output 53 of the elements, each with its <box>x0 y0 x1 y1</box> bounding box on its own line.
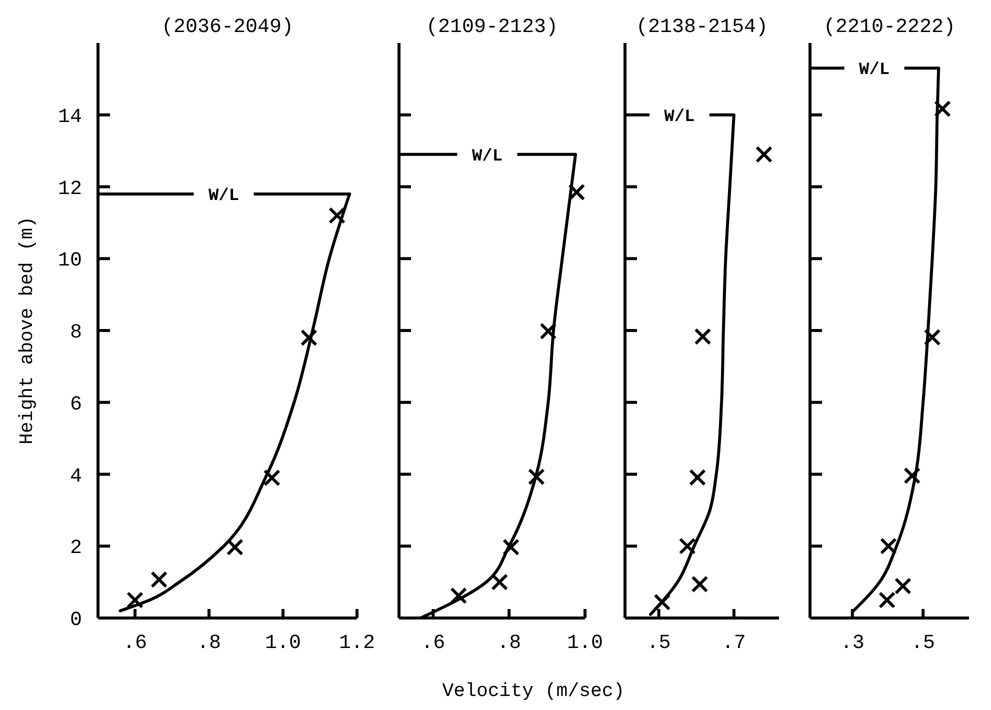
y-axis-title: Height above bed (m) <box>16 216 38 445</box>
y-tick-label: 12 <box>58 178 82 201</box>
point <box>263 469 280 486</box>
x-axis-title: Velocity (m/sec) <box>442 680 625 702</box>
point <box>150 571 168 588</box>
point <box>568 184 586 201</box>
point <box>934 100 951 118</box>
chart-title: (2109-2123) <box>426 16 558 39</box>
point <box>694 328 712 346</box>
point <box>878 592 896 609</box>
y-tick-label: 8 <box>70 322 82 344</box>
x-tick-label: .8 <box>196 632 222 655</box>
point <box>491 574 508 591</box>
point <box>880 538 897 555</box>
ref-line-label: W/L <box>859 61 890 80</box>
x-tick-label: .6 <box>122 632 148 655</box>
point <box>502 538 520 556</box>
x-tick-label: .5 <box>911 632 936 655</box>
x-tick-label: 1.2 <box>338 632 376 655</box>
x-tick-label: .6 <box>421 632 446 655</box>
y-tick-label: 14 <box>58 106 82 129</box>
x-tick-label: 1.0 <box>566 632 604 655</box>
point <box>894 578 912 595</box>
point <box>688 468 706 486</box>
point <box>540 322 557 340</box>
y-tick-label: 2 <box>70 537 82 560</box>
y-tick-label: 6 <box>70 393 82 416</box>
x-tick-label: 1.0 <box>264 632 302 655</box>
point <box>226 538 244 556</box>
chart-title: (2210-2222) <box>823 16 956 39</box>
y-tick-label: 0 <box>70 609 82 632</box>
point <box>904 467 921 484</box>
x-tick-label: .8 <box>497 632 522 655</box>
point <box>328 207 346 224</box>
ref-line-label: W/L <box>664 108 695 127</box>
chart-title: (2138-2154) <box>636 16 768 39</box>
point <box>450 587 468 604</box>
point <box>528 468 545 486</box>
point <box>755 146 772 163</box>
x-tick-label: .5 <box>646 632 671 655</box>
x-tick-label: .3 <box>840 632 864 655</box>
point <box>691 576 708 593</box>
ref-line-label: W/L <box>472 147 503 166</box>
ref-line-label: W/L <box>208 186 240 206</box>
point <box>126 592 144 609</box>
point <box>654 594 671 611</box>
point <box>300 329 318 346</box>
chart-title: (2036-2049) <box>161 16 294 39</box>
point <box>924 328 941 346</box>
y-tick-label: 4 <box>70 465 82 488</box>
y-tick-label: 10 <box>58 250 82 273</box>
point <box>678 538 696 555</box>
x-tick-label: .7 <box>722 632 746 655</box>
